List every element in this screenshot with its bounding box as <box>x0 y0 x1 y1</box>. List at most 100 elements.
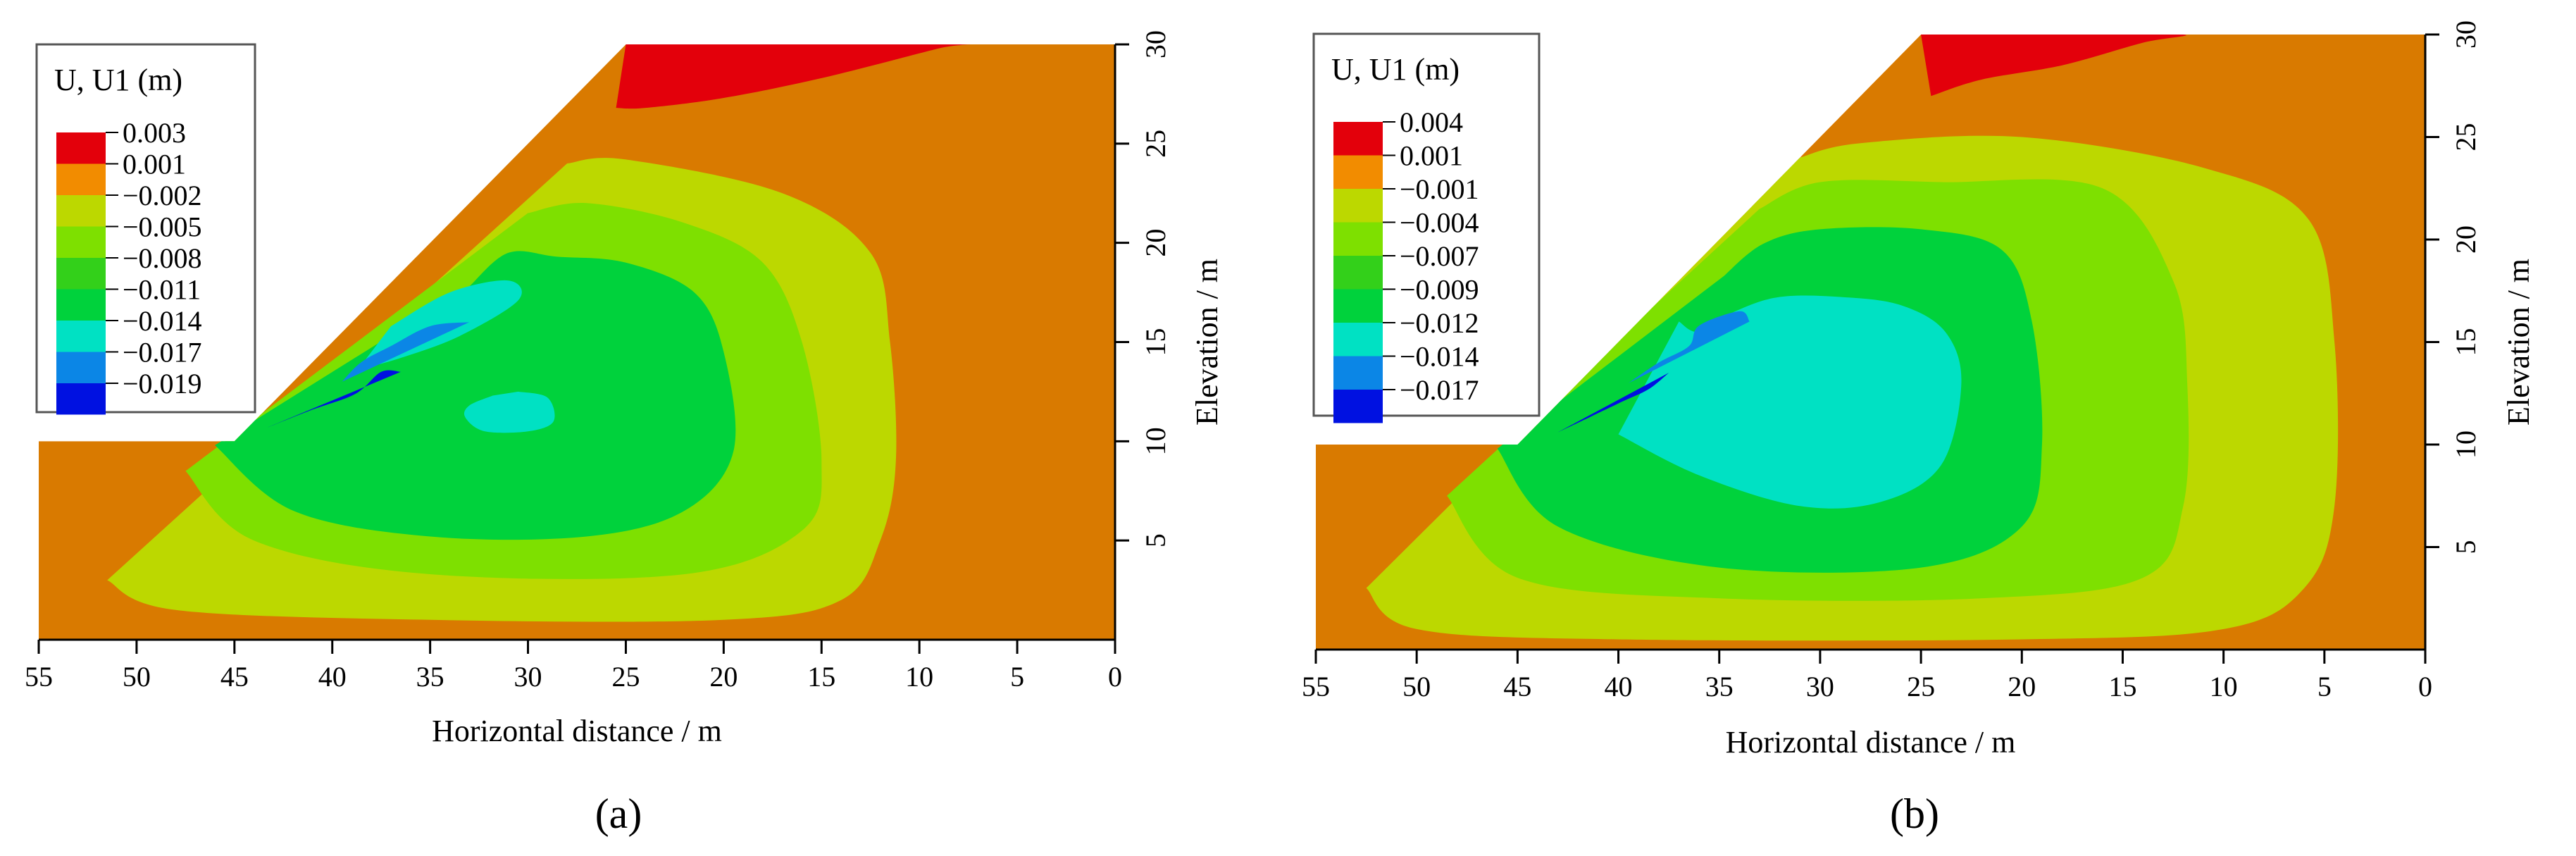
y-tick-label: 5 <box>2450 540 2482 554</box>
contour-band <box>1628 311 1750 383</box>
legend-level: −0.004 <box>1400 207 1479 239</box>
x-tick-label: 10 <box>2210 671 2238 702</box>
x-tick-label: 40 <box>318 661 347 693</box>
y-axis-title: Elevation / m <box>1190 259 1224 426</box>
y-tick-label: 10 <box>1140 427 1171 455</box>
x-tick-label: 10 <box>905 661 933 693</box>
contour-band <box>268 370 401 428</box>
x-tick-label: 35 <box>1705 671 1734 702</box>
legend-title: U, U1 (m) <box>54 63 182 97</box>
legend-level: 0.004 <box>1400 106 1463 138</box>
legend-swatch <box>1333 222 1383 256</box>
legend-level: 0.001 <box>1400 140 1463 172</box>
contour-band <box>1557 373 1669 433</box>
legend-level: −0.012 <box>1400 307 1479 339</box>
y-tick-label: 25 <box>2450 123 2482 151</box>
legend-swatch <box>1333 189 1383 223</box>
legend-swatch <box>56 163 106 195</box>
contour-band <box>342 322 470 382</box>
panel-label: (b) <box>1890 790 1939 837</box>
x-tick-label: 50 <box>1402 671 1431 702</box>
legend-swatch <box>1333 256 1383 290</box>
legend: U, U1 (m)0.0040.001−0.001−0.004−0.007−0.… <box>1312 32 1541 423</box>
x-axis-title: Horizontal distance / m <box>432 714 722 748</box>
y-axis-title: Elevation / m <box>2501 259 2536 426</box>
x-axis-title: Horizontal distance / m <box>1726 725 2016 759</box>
x-tick-label: 55 <box>1302 671 1330 702</box>
legend: U, U1 (m)0.0030.001−0.002−0.005−0.008−0.… <box>35 43 256 415</box>
legend-level: −0.017 <box>1400 374 1479 406</box>
x-tick-label: 30 <box>514 661 542 693</box>
legend-level: −0.007 <box>1400 240 1479 272</box>
y-axis: 5 10 15 20 25 30 Elevation / m <box>1114 30 1224 640</box>
contour-band <box>1618 295 1962 509</box>
legend-swatch <box>56 195 106 227</box>
legend-swatch <box>1333 323 1383 356</box>
legend-level: −0.009 <box>1400 274 1479 306</box>
contour-band-max <box>616 44 973 109</box>
x-tick-label: 25 <box>1907 671 1935 702</box>
legend-swatch <box>56 226 106 258</box>
legend-swatch <box>1333 155 1383 189</box>
x-tick-label: 35 <box>416 661 444 693</box>
legend-level: −0.017 <box>123 337 202 368</box>
x-tick-label: 50 <box>123 661 151 693</box>
x-tick-label: 55 <box>25 661 53 693</box>
y-tick-label: 25 <box>1140 130 1171 158</box>
contour-band-max <box>1921 35 2186 97</box>
y-tick-label: 5 <box>1140 533 1171 547</box>
legend-level: 0.001 <box>123 149 186 180</box>
y-tick-label: 15 <box>2450 328 2482 356</box>
legend-swatch <box>56 383 106 415</box>
legend-level: −0.011 <box>123 274 201 306</box>
legend-swatch <box>1333 356 1383 390</box>
legend-level: −0.002 <box>123 180 202 211</box>
legend-swatch <box>1333 289 1383 323</box>
legend-level: −0.005 <box>123 211 202 243</box>
y-axis: 5 10 15 20 25 30 Elevation / m <box>2424 20 2536 650</box>
y-tick-label: 30 <box>2450 20 2482 49</box>
x-tick-label: 20 <box>2008 671 2036 702</box>
legend-level: −0.001 <box>1400 173 1479 205</box>
x-tick-label: 5 <box>1010 661 1024 693</box>
x-tick-label: 15 <box>807 661 835 693</box>
legend-swatch <box>56 352 106 383</box>
y-tick-label: 10 <box>2450 430 2482 459</box>
x-tick-label: 0 <box>1108 661 1122 693</box>
contour-band <box>463 391 555 433</box>
x-tick-label: 20 <box>709 661 738 693</box>
legend-level: 0.003 <box>123 117 186 149</box>
legend-level: −0.014 <box>1400 341 1479 373</box>
panel-label: (a) <box>595 790 642 837</box>
x-tick-label: 5 <box>2317 671 2332 702</box>
y-tick-label: 20 <box>1140 229 1171 257</box>
contour-band <box>215 251 736 540</box>
x-tick-label: 25 <box>611 661 640 693</box>
contour-field <box>1316 35 2425 650</box>
x-tick-label: 45 <box>1503 671 1531 702</box>
legend-swatch <box>1333 390 1383 423</box>
x-tick-label: 45 <box>220 661 249 693</box>
x-tick-label: 0 <box>2418 671 2432 702</box>
legend-level: −0.008 <box>123 242 202 274</box>
legend-title: U, U1 (m) <box>1331 52 1460 87</box>
legend-swatch <box>1333 122 1383 156</box>
y-tick-label: 15 <box>1140 328 1171 356</box>
legend-level: −0.014 <box>123 305 202 337</box>
legend-level: −0.019 <box>123 368 202 399</box>
contour-field <box>39 44 1115 640</box>
y-tick-label: 20 <box>2450 225 2482 254</box>
legend-swatch <box>56 289 106 321</box>
legend-swatch <box>56 132 106 164</box>
x-tick-label: 30 <box>1806 671 1834 702</box>
x-tick-label: 40 <box>1605 671 1633 702</box>
legend-swatch <box>56 258 106 290</box>
x-tick-label: 15 <box>2108 671 2136 702</box>
y-tick-label: 30 <box>1140 30 1171 58</box>
legend-swatch <box>56 321 106 352</box>
